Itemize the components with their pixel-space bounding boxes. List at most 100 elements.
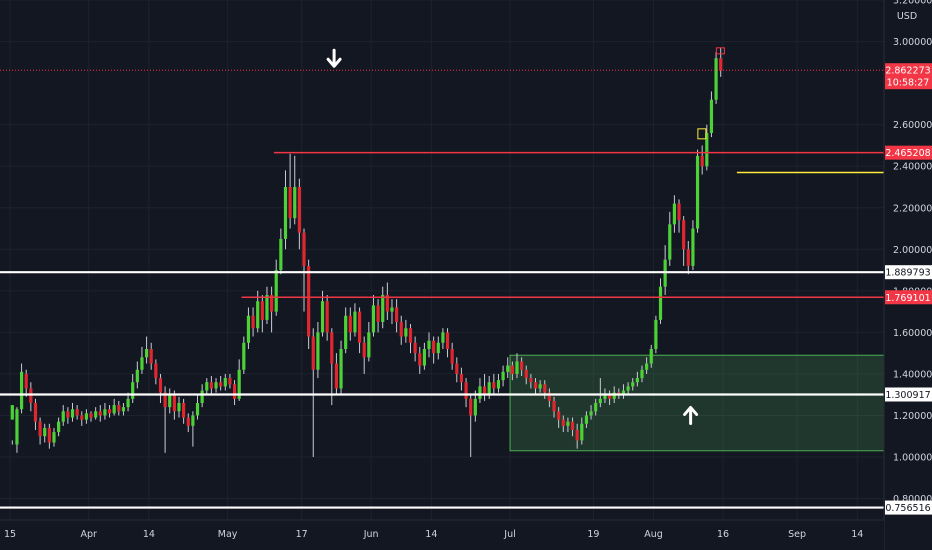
grid-lines — [0, 0, 884, 520]
candle-body — [70, 409, 75, 418]
time-axis-panel[interactable] — [0, 520, 884, 550]
candle-body — [621, 390, 626, 395]
candle-body — [242, 342, 246, 370]
x-tick-label: 16 — [717, 529, 729, 540]
candle-body — [223, 378, 227, 387]
candle-body — [672, 203, 677, 225]
candles — [10, 47, 725, 457]
price-tags: 1.889793 1.300917 0.756516 2.465208 1.769101… — [885, 63, 932, 515]
candle-body — [635, 378, 639, 383]
price-tag-label: 2.465208 — [885, 148, 930, 159]
candle-body — [654, 319, 658, 349]
candle-highlight-box — [715, 47, 725, 55]
candle-body — [38, 421, 42, 437]
candle-body — [325, 301, 329, 333]
candle-body — [246, 315, 251, 343]
candle-body — [464, 382, 468, 399]
candle-body — [362, 342, 366, 358]
candle-body — [158, 378, 163, 393]
candle-body — [209, 382, 214, 389]
candle-body — [219, 382, 223, 387]
arrow-head — [326, 57, 342, 68]
candle-body — [709, 99, 714, 133]
candle-body — [700, 155, 704, 167]
candle-body — [418, 353, 422, 366]
candle-body — [459, 373, 464, 383]
x-tick-label: 17 — [296, 529, 308, 540]
candle-body — [353, 311, 357, 333]
candle-body — [695, 155, 700, 229]
candle-body — [251, 315, 255, 329]
candle-body — [580, 423, 584, 441]
candle-body — [84, 413, 88, 420]
candle-body — [520, 361, 524, 370]
candle-body — [182, 402, 186, 418]
candle-body — [455, 363, 459, 374]
candle-body — [441, 332, 445, 343]
candle-body — [195, 402, 200, 416]
candle-body — [469, 398, 473, 416]
candle-body — [269, 294, 274, 312]
candle-body — [265, 294, 269, 320]
candle-body — [186, 417, 190, 426]
currency-label: USD — [897, 11, 917, 22]
candle-body — [121, 407, 126, 412]
candle-body — [52, 432, 56, 443]
candle-body — [237, 369, 241, 399]
arrow-up-icon — [683, 405, 699, 425]
candle-body — [57, 421, 61, 433]
last-price-tag — [885, 63, 932, 90]
candle-body — [631, 382, 635, 387]
candle-body — [487, 382, 491, 395]
candle-body — [399, 321, 403, 337]
candle-body — [473, 398, 477, 416]
candle-body — [603, 394, 607, 399]
candle-body — [126, 398, 130, 408]
y-tick-label: 2.200000 — [893, 203, 932, 214]
candle-body — [626, 386, 630, 391]
candle-body — [714, 58, 718, 100]
candle-body — [24, 373, 28, 389]
candle-body — [307, 265, 311, 337]
candle-body — [450, 348, 454, 364]
candle-body — [334, 363, 339, 389]
x-tick-label: 19 — [587, 529, 599, 540]
candle-body — [381, 294, 385, 322]
candle-body — [33, 402, 38, 422]
y-tick-label: 2.400000 — [893, 162, 932, 173]
candle-body — [371, 305, 376, 333]
candle-body — [344, 315, 348, 349]
candle-body — [607, 394, 612, 399]
candle-body — [677, 203, 681, 221]
horizontal-lines[interactable] — [0, 69, 909, 509]
candle-body — [570, 421, 575, 430]
candle-body — [80, 415, 84, 420]
price-tag-box — [885, 265, 932, 280]
y-tick-label: 3.200000 — [893, 0, 932, 7]
candle-body — [228, 378, 232, 385]
candle-body — [357, 311, 362, 343]
y-tick-label: 1.400000 — [893, 369, 932, 380]
candle-body — [214, 382, 218, 389]
x-tick-label: Jun — [363, 529, 379, 540]
candle-body — [330, 332, 334, 364]
candle-body — [288, 186, 292, 219]
candle-body — [594, 402, 598, 412]
candle-body — [348, 315, 352, 333]
arrow-head — [683, 405, 699, 416]
x-tick-label: Aug — [644, 529, 663, 540]
candle-body — [177, 402, 181, 412]
candle-body — [154, 363, 158, 379]
candle-body — [649, 348, 653, 364]
price-tag-box — [885, 145, 932, 160]
candle-body — [339, 348, 343, 389]
candle-body — [566, 421, 570, 426]
x-tick-label: Jul — [503, 529, 515, 540]
candle-body — [445, 332, 450, 349]
candle-body — [279, 238, 283, 271]
y-tick-label: 2.600000 — [893, 120, 932, 131]
